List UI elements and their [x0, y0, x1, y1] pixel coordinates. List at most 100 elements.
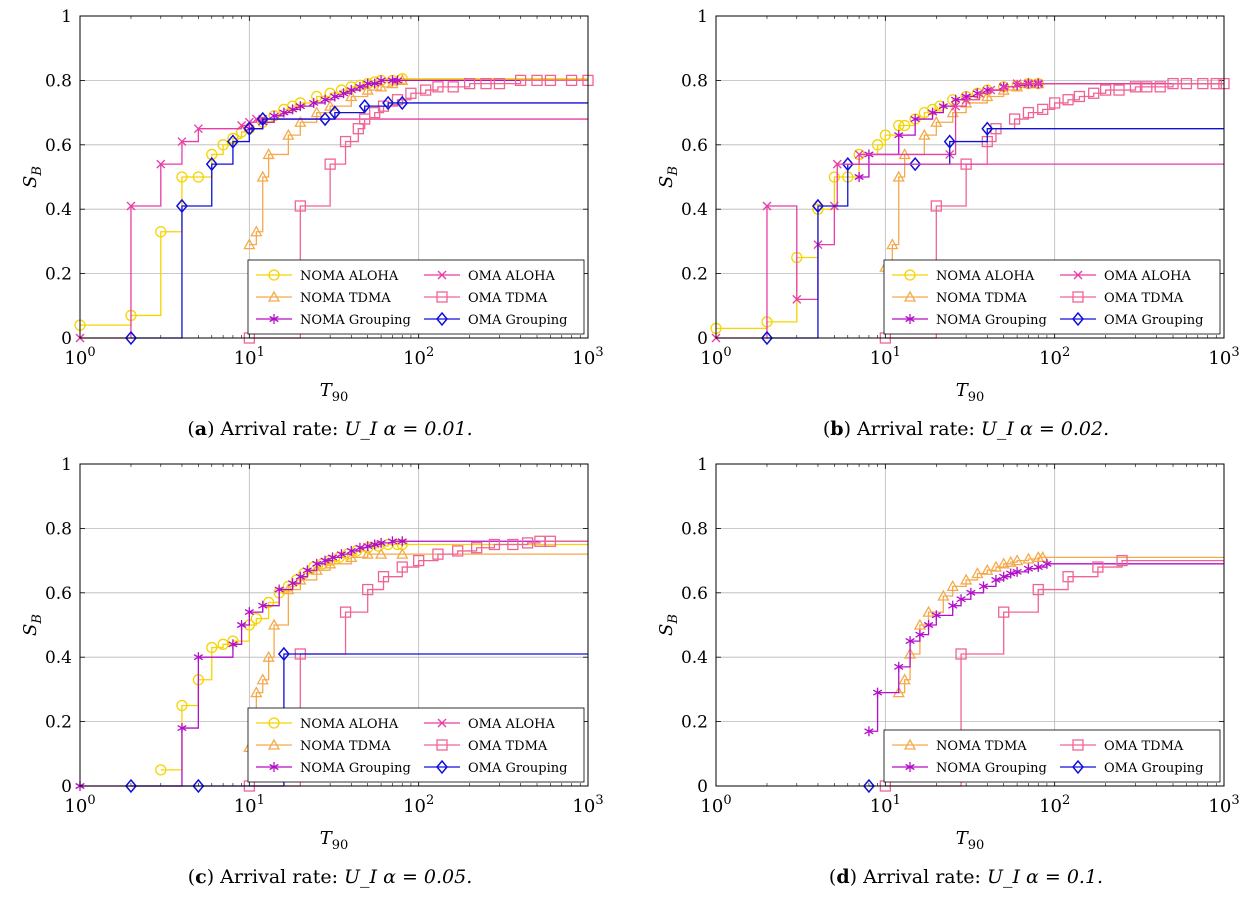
- legend-item: NOMA TDMA: [256, 290, 391, 306]
- data-point: [488, 538, 501, 551]
- data-point: [177, 723, 187, 734]
- data-point: [369, 106, 381, 119]
- series-line: [885, 559, 1224, 787]
- legend-marker: [1073, 270, 1083, 280]
- legend-box: [883, 259, 1221, 335]
- x-tick-label: 103: [1208, 793, 1239, 817]
- data-point: [310, 106, 323, 118]
- data-point: [294, 115, 307, 127]
- series-group: [74, 73, 594, 346]
- data-point: [930, 115, 943, 127]
- data-point: [1073, 90, 1086, 103]
- plot-frame: [715, 15, 1225, 339]
- chart-a-svg: 100 101 102 103 0 0.2 0.4 0.6 0.8 1 T90 SB NOMA ALOH…: [20, 7, 604, 405]
- data-point: [930, 200, 942, 212]
- caption-tag: a: [194, 418, 208, 440]
- data-point: [279, 107, 289, 118]
- legend-marker: [269, 762, 279, 772]
- series-line: [885, 82, 1224, 339]
- data-point: [193, 124, 203, 134]
- legend-marker: [436, 291, 448, 303]
- series-oma-tdma: [243, 74, 594, 344]
- x-tick-label: 103: [1208, 345, 1239, 369]
- legend-marker: [905, 762, 915, 772]
- data-point: [256, 170, 269, 182]
- data-point: [177, 137, 187, 147]
- data-point: [1012, 79, 1022, 89]
- y-tick-label: 0.6: [681, 136, 708, 156]
- data-point: [361, 83, 374, 95]
- data-point: [217, 139, 229, 151]
- data-point: [1033, 79, 1043, 89]
- caption-prefix: Arrival rate:: [857, 418, 975, 440]
- data-point: [319, 111, 332, 127]
- data-point: [998, 606, 1010, 618]
- caption-prefix: Arrival rate:: [863, 866, 981, 888]
- legend-label: NOMA ALOHA: [300, 717, 399, 732]
- data-point: [922, 605, 935, 617]
- data-point: [989, 560, 1003, 572]
- data-point: [1210, 77, 1222, 90]
- data-point: [295, 101, 305, 112]
- chart-panel-b: 100 101 102 103 0 0.2 0.4 0.6 0.8 1 T90 SB NOMA ALOH…: [636, 0, 1247, 424]
- data-point: [1032, 583, 1044, 596]
- data-point: [352, 123, 364, 135]
- legend-label: NOMA Grouping: [936, 761, 1047, 776]
- data-point: [324, 158, 336, 170]
- data-point: [1092, 561, 1104, 573]
- caption-expr: U_I α = 0.02.: [980, 418, 1110, 440]
- y-tick-label: 1: [61, 455, 72, 475]
- y-tick-label: 0.4: [681, 648, 708, 668]
- legend-item: OMA Grouping: [1060, 759, 1203, 776]
- legend-item: OMA TDMA: [1060, 739, 1184, 754]
- data-point: [346, 85, 356, 96]
- caption-c: (c) Arrival rate: U_I α = 0.05.: [187, 866, 473, 888]
- data-point: [250, 612, 262, 625]
- data-point: [324, 99, 337, 111]
- legend-item: NOMA TDMA: [256, 738, 391, 754]
- y-tick-label: 0.4: [45, 648, 72, 668]
- data-point: [1062, 94, 1074, 106]
- data-point: [206, 641, 218, 654]
- y-tick-label: 0.2: [45, 713, 72, 733]
- legend-marker: [437, 718, 447, 728]
- data-point: [376, 537, 386, 548]
- series-noma-grouping: [854, 78, 1224, 182]
- data-point: [961, 95, 971, 105]
- data-point: [981, 90, 994, 102]
- data-point: [898, 119, 911, 132]
- data-point: [872, 687, 883, 698]
- data-point: [339, 606, 352, 618]
- data-point: [565, 74, 578, 87]
- data-point: [966, 587, 976, 598]
- data-point: [420, 84, 432, 96]
- data-point: [975, 88, 984, 98]
- legend-label: NOMA Grouping: [936, 313, 1047, 328]
- legend-item: NOMA Grouping: [256, 761, 411, 776]
- data-point: [862, 778, 875, 794]
- series-noma-grouping: [864, 558, 1224, 737]
- data-point: [792, 294, 802, 304]
- data-point: [346, 545, 356, 556]
- y-tick-label: 0.6: [681, 584, 708, 604]
- data-point: [892, 170, 905, 182]
- y-tick-label: 0: [697, 777, 708, 797]
- data-point: [338, 88, 349, 99]
- legend-label: OMA ALOHA: [468, 717, 556, 732]
- data-point: [514, 74, 527, 87]
- caption-expr: U_I α = 0.01.: [344, 418, 473, 440]
- data-point: [176, 699, 188, 712]
- data-point: [905, 636, 915, 647]
- data-point: [1141, 81, 1153, 93]
- caption-expr: U_I α = 0.05.: [344, 866, 473, 888]
- legend-marker: [903, 738, 917, 750]
- y-tick-label: 0.8: [681, 519, 708, 539]
- legend-box: [883, 729, 1221, 783]
- data-point: [1129, 81, 1142, 93]
- y-tick-label: 0.2: [45, 265, 72, 285]
- data-point: [155, 226, 167, 238]
- data-point: [175, 198, 188, 214]
- x-axis-label: T90: [320, 380, 349, 405]
